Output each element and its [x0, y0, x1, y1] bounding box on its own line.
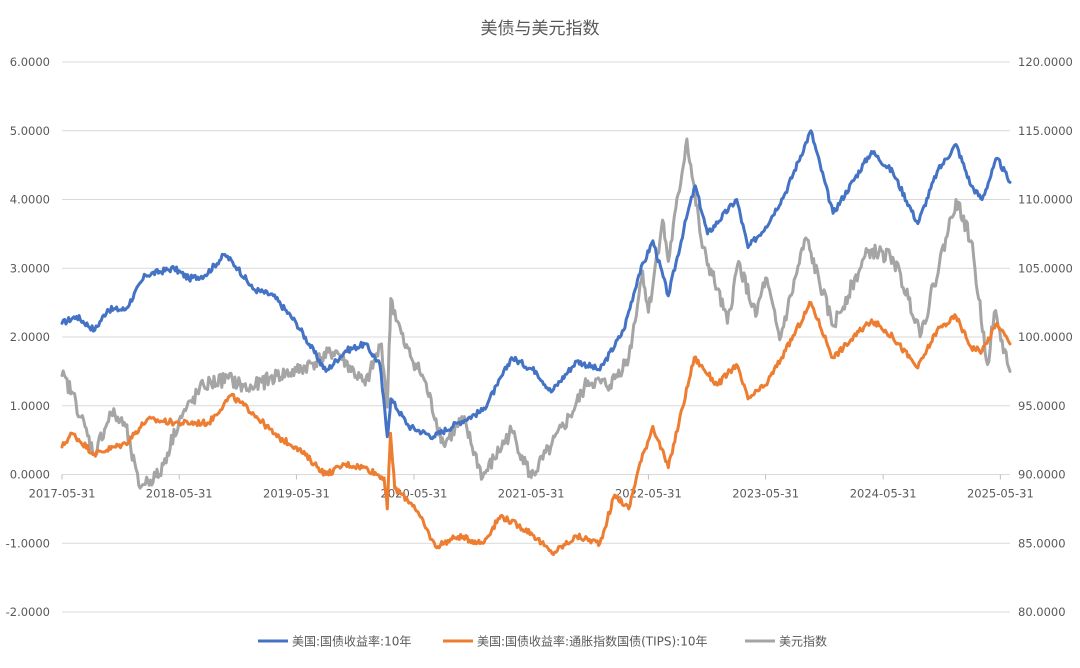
series-lines [60, 129, 1012, 557]
series-line-2 [60, 137, 1012, 490]
left-tick-label: 2.0000 [10, 330, 50, 344]
legend: 美国:国债收益率:10年 美国:国债收益率:通胀指数国债(TIPS):10年 美元指… [258, 634, 827, 649]
left-tick-label: -1.0000 [6, 536, 50, 550]
right-tick-label: 85.0000 [1018, 536, 1066, 550]
series-line-1 [60, 300, 1012, 557]
right-tick-label: 100.0000 [1018, 330, 1073, 344]
right-axis-ticks: 80.0000 85.0000 90.0000 95.0000 100.0000 105.… [1018, 55, 1073, 619]
right-tick-label: 95.0000 [1018, 399, 1066, 413]
right-tick-label: 115.0000 [1018, 124, 1073, 138]
x-tick-label: 2019-05-31 [263, 487, 330, 501]
x-tick-label: 2020-05-31 [381, 487, 448, 501]
chart-title: 美债与美元指数 [481, 19, 600, 39]
right-tick-label: 105.0000 [1018, 261, 1073, 275]
x-tick-label: 2018-05-31 [146, 487, 213, 501]
left-tick-label: 0.0000 [10, 468, 50, 482]
left-tick-label: 3.0000 [10, 261, 50, 275]
left-tick-label: 6.0000 [10, 55, 50, 69]
left-tick-label: -2.0000 [6, 605, 50, 619]
right-tick-label: 80.0000 [1018, 605, 1066, 619]
legend-label: 美国:国债收益率:10年 [292, 634, 411, 649]
x-tick-label: 2022-05-31 [615, 487, 682, 501]
left-axis-ticks: -2.0000 -1.0000 0.0000 1.0000 2.0000 3.0000 4.… [6, 55, 50, 619]
x-tick-label: 2017-05-31 [29, 487, 96, 501]
legend-label: 美元指数 [779, 634, 827, 649]
right-tick-label: 120.0000 [1018, 55, 1073, 69]
grid-lines [62, 61, 1010, 613]
x-tick-label: 2025-05-31 [967, 487, 1034, 501]
series-line-0 [60, 129, 1012, 441]
left-tick-label: 4.0000 [10, 193, 50, 207]
right-tick-label: 90.0000 [1018, 468, 1066, 482]
x-tick-label: 2021-05-31 [498, 487, 565, 501]
x-tick-label: 2023-05-31 [732, 487, 799, 501]
right-tick-label: 110.0000 [1018, 193, 1073, 207]
left-tick-label: 5.0000 [10, 124, 50, 138]
legend-label: 美国:国债收益率:通胀指数国债(TIPS):10年 [477, 634, 708, 649]
x-tick-label: 2024-05-31 [850, 487, 917, 501]
left-tick-label: 1.0000 [10, 399, 50, 413]
